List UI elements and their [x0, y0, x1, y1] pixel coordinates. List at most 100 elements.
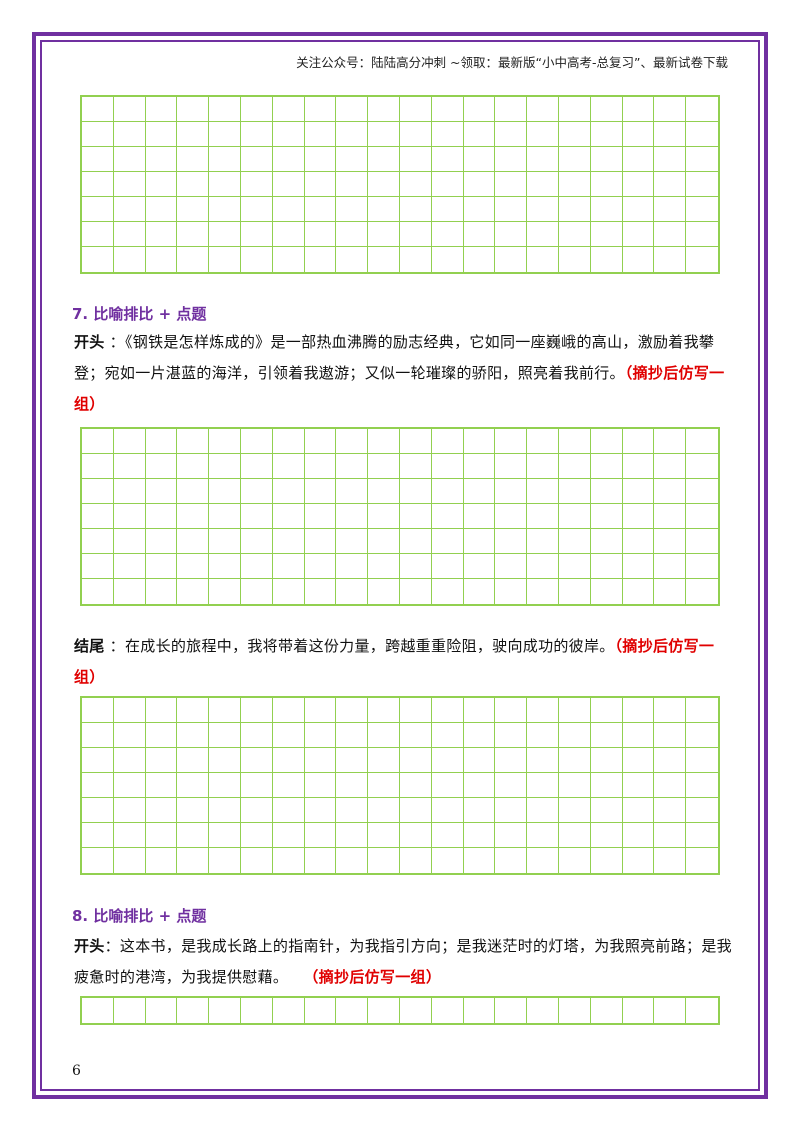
grid-cell[interactable]	[431, 197, 464, 222]
grid-cell[interactable]	[145, 454, 178, 479]
grid-cell[interactable]	[590, 798, 623, 823]
grid-cell[interactable]	[623, 998, 655, 1023]
grid-cell[interactable]	[590, 429, 623, 454]
grid-cell[interactable]	[590, 823, 623, 848]
grid-cell[interactable]	[304, 147, 337, 172]
grid-cell[interactable]	[368, 798, 400, 823]
grid-cell[interactable]	[686, 698, 718, 723]
grid-cell[interactable]	[177, 798, 210, 823]
grid-cell[interactable]	[209, 429, 241, 454]
grid-cell[interactable]	[240, 504, 273, 529]
grid-cell[interactable]	[431, 479, 464, 504]
grid-cell[interactable]	[622, 122, 655, 147]
grid-cell[interactable]	[368, 97, 400, 122]
grid-cell[interactable]	[146, 579, 178, 604]
grid-cell[interactable]	[590, 698, 623, 723]
grid-cell[interactable]	[495, 97, 528, 122]
grid-cell[interactable]	[304, 723, 337, 748]
grid-cell[interactable]	[654, 247, 687, 272]
grid-cell[interactable]	[272, 479, 305, 504]
grid-cell[interactable]	[399, 97, 432, 122]
grid-cell[interactable]	[622, 698, 655, 723]
grid-cell[interactable]	[145, 122, 178, 147]
grid-cell[interactable]	[590, 748, 623, 773]
grid-cell[interactable]	[82, 122, 114, 147]
grid-cell[interactable]	[399, 479, 432, 504]
grid-cell[interactable]	[240, 479, 273, 504]
grid-cell[interactable]	[399, 773, 432, 798]
grid-cell[interactable]	[272, 504, 305, 529]
grid-cell[interactable]	[495, 529, 528, 554]
grid-cell[interactable]	[686, 823, 718, 848]
grid-cell[interactable]	[527, 773, 559, 798]
grid-cell[interactable]	[240, 429, 273, 454]
grid-cell[interactable]	[177, 479, 210, 504]
grid-cell[interactable]	[686, 554, 718, 579]
grid-cell[interactable]	[240, 454, 273, 479]
grid-cell[interactable]	[272, 222, 305, 247]
grid-cell[interactable]	[527, 554, 559, 579]
grid-cell[interactable]	[177, 823, 210, 848]
grid-cell[interactable]	[463, 222, 496, 247]
grid-cell[interactable]	[463, 823, 496, 848]
grid-cell[interactable]	[654, 698, 687, 723]
grid-cell[interactable]	[527, 147, 559, 172]
grid-cell[interactable]	[113, 147, 146, 172]
grid-cell[interactable]	[399, 504, 432, 529]
grid-cell[interactable]	[113, 698, 146, 723]
grid-cell[interactable]	[336, 698, 369, 723]
grid-cell[interactable]	[304, 222, 337, 247]
grid-cell[interactable]	[272, 122, 305, 147]
grid-cell[interactable]	[336, 773, 369, 798]
grid-cell[interactable]	[527, 723, 559, 748]
grid-cell[interactable]	[272, 429, 305, 454]
grid-cell[interactable]	[209, 97, 241, 122]
grid-cell[interactable]	[622, 823, 655, 848]
grid-cell[interactable]	[113, 429, 146, 454]
writing-grid-2[interactable]	[80, 427, 720, 606]
grid-cell[interactable]	[368, 122, 400, 147]
grid-cell[interactable]	[240, 197, 273, 222]
grid-cell[interactable]	[654, 798, 687, 823]
grid-cell[interactable]	[463, 798, 496, 823]
grid-cell[interactable]	[622, 554, 655, 579]
grid-cell[interactable]	[527, 798, 559, 823]
grid-cell[interactable]	[145, 798, 178, 823]
grid-cell[interactable]	[336, 479, 369, 504]
grid-cell[interactable]	[113, 554, 146, 579]
grid-cell[interactable]	[686, 773, 718, 798]
grid-cell[interactable]	[113, 122, 146, 147]
grid-cell[interactable]	[209, 798, 241, 823]
grid-cell[interactable]	[336, 147, 369, 172]
grid-cell[interactable]	[209, 454, 241, 479]
grid-cell[interactable]	[336, 798, 369, 823]
grid-cell[interactable]	[527, 998, 559, 1023]
grid-cell[interactable]	[240, 529, 273, 554]
grid-cell[interactable]	[654, 429, 687, 454]
grid-cell[interactable]	[464, 998, 496, 1023]
grid-cell[interactable]	[495, 172, 528, 197]
grid-cell[interactable]	[368, 197, 400, 222]
grid-cell[interactable]	[368, 998, 400, 1023]
grid-cell[interactable]	[241, 247, 273, 272]
grid-cell[interactable]	[209, 773, 241, 798]
grid-cell[interactable]	[368, 479, 400, 504]
grid-cell[interactable]	[654, 454, 687, 479]
grid-cell[interactable]	[368, 723, 400, 748]
grid-cell[interactable]	[558, 823, 591, 848]
grid-cell[interactable]	[177, 197, 210, 222]
grid-cell[interactable]	[240, 97, 273, 122]
grid-cell[interactable]	[241, 848, 273, 873]
grid-cell[interactable]	[304, 122, 337, 147]
grid-cell[interactable]	[495, 748, 528, 773]
grid-cell[interactable]	[113, 823, 146, 848]
grid-cell[interactable]	[304, 479, 337, 504]
grid-cell[interactable]	[177, 773, 210, 798]
grid-cell[interactable]	[273, 579, 305, 604]
grid-cell[interactable]	[686, 172, 718, 197]
grid-cell[interactable]	[399, 798, 432, 823]
grid-cell[interactable]	[305, 247, 337, 272]
grid-cell[interactable]	[527, 504, 559, 529]
grid-cell[interactable]	[463, 698, 496, 723]
grid-cell[interactable]	[495, 222, 528, 247]
